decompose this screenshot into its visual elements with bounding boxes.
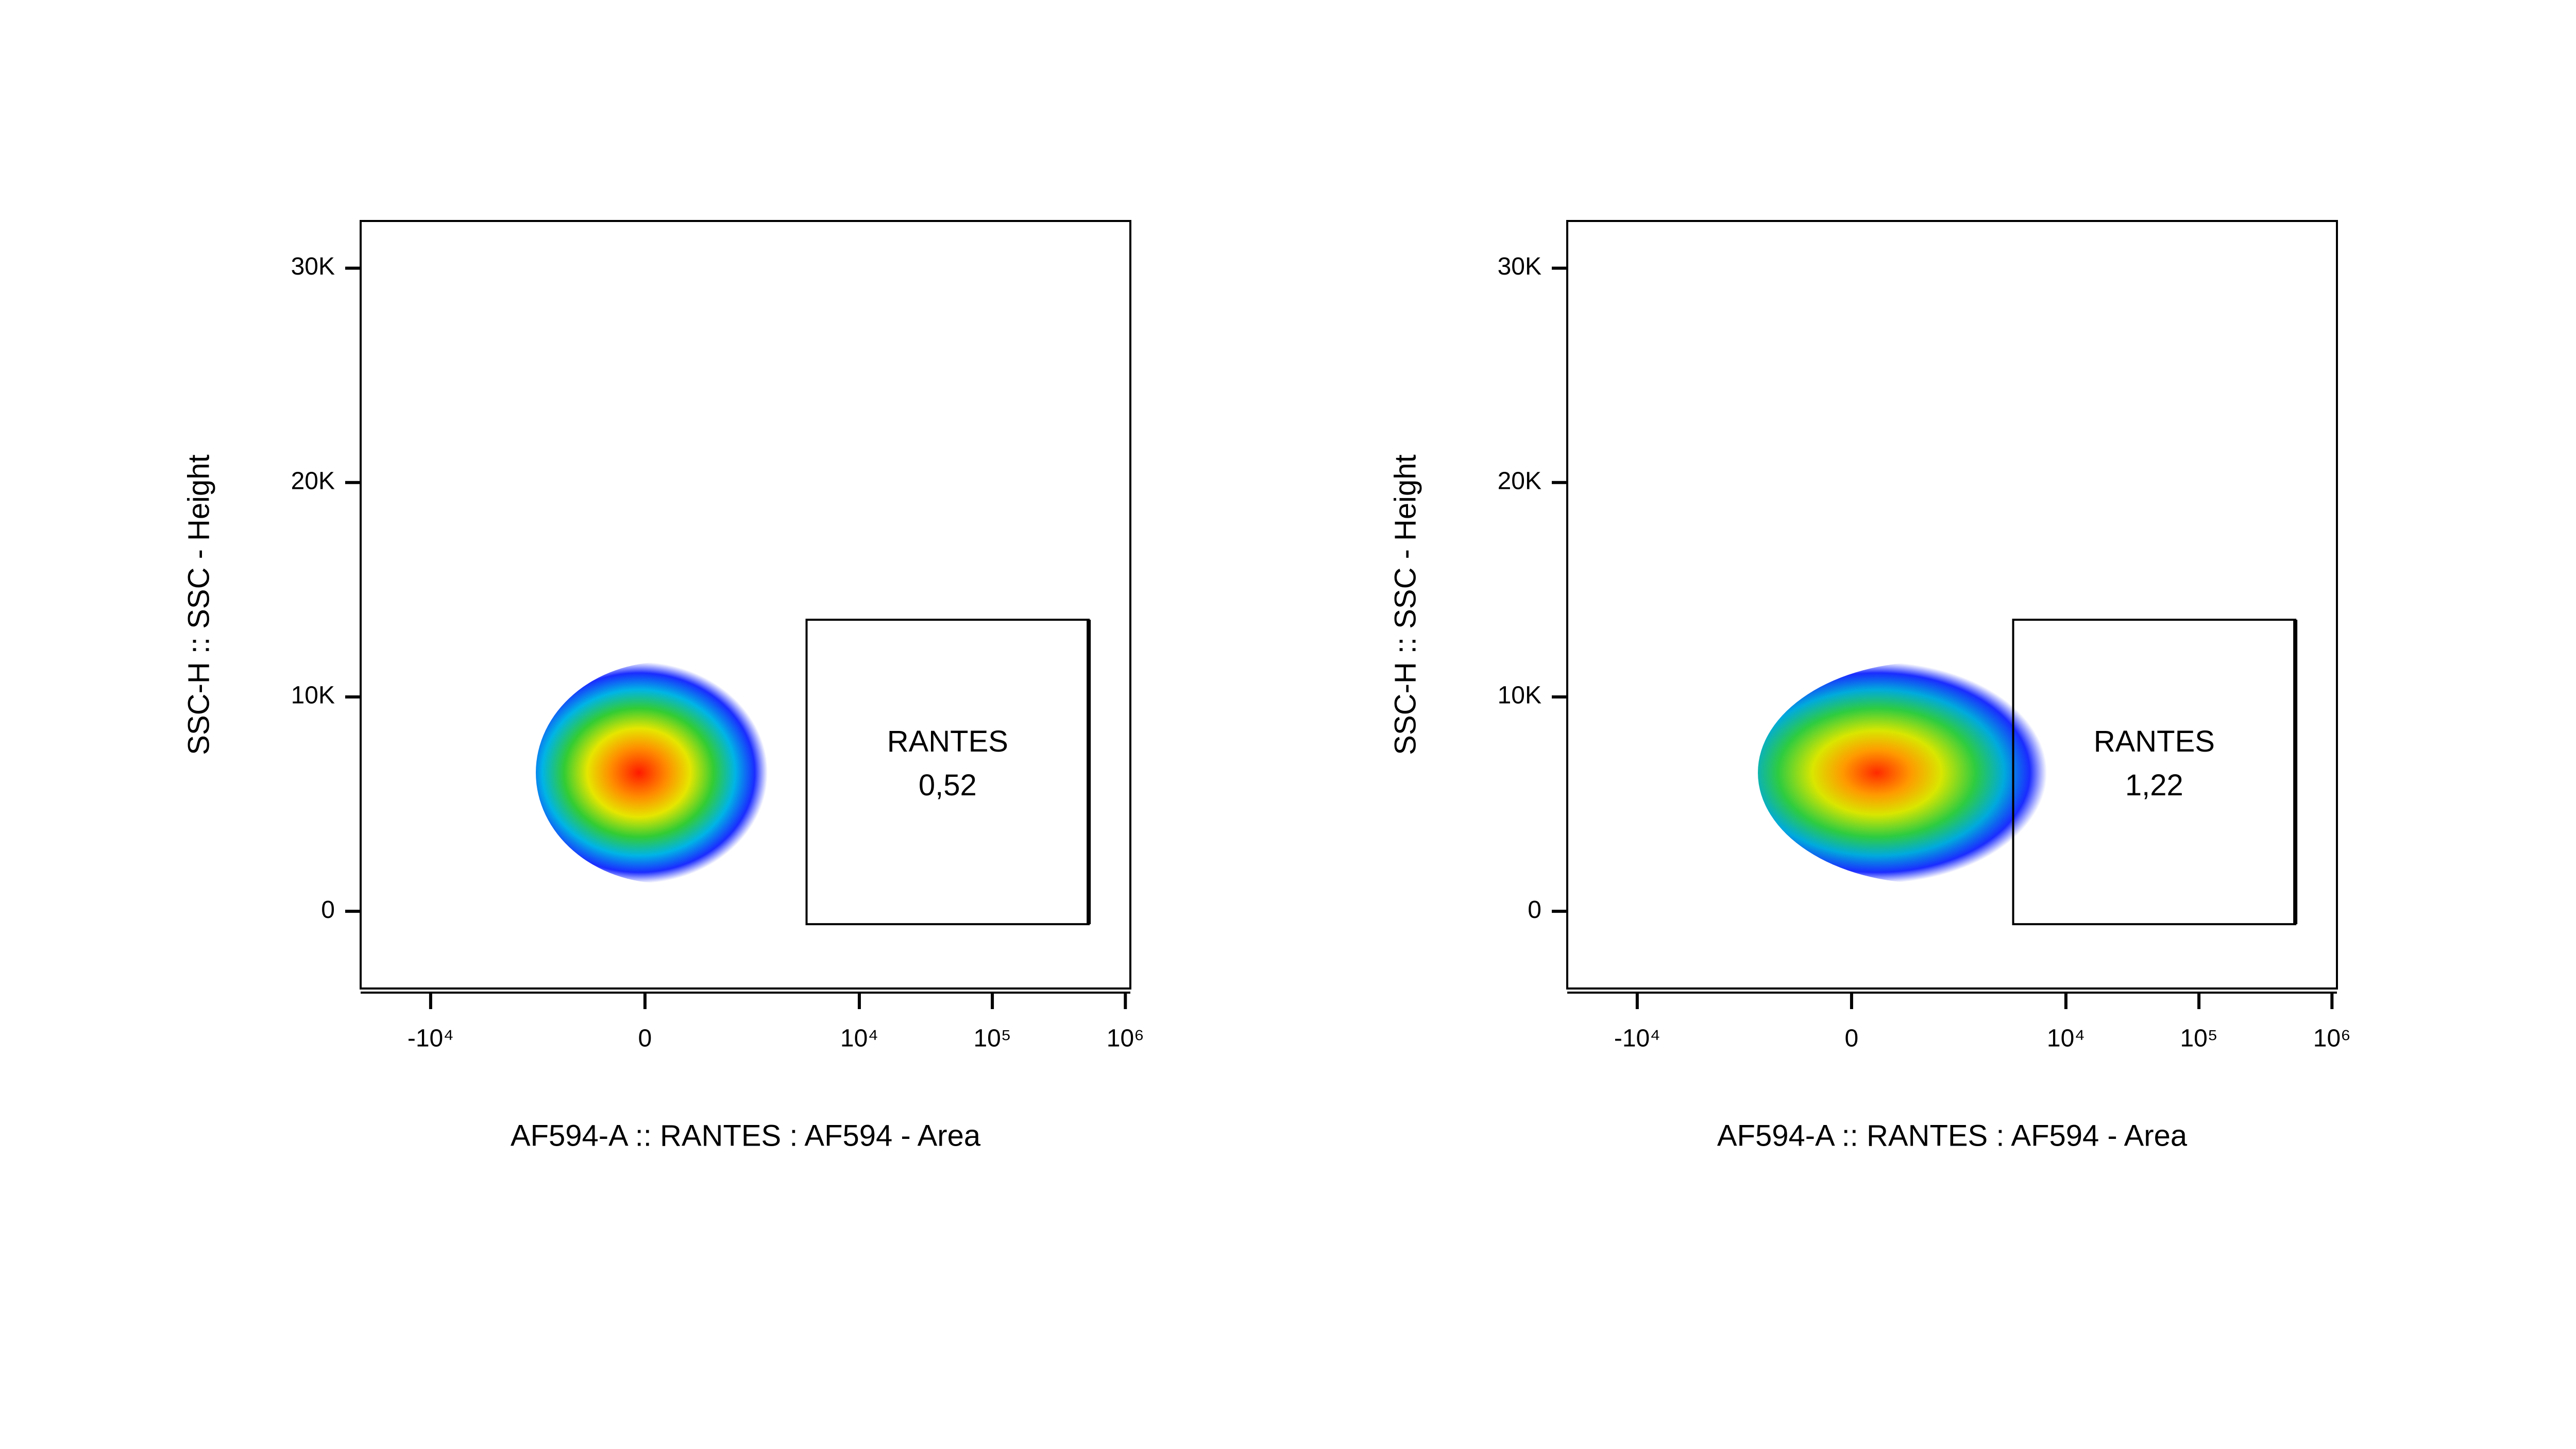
plot-frame [1566,220,2338,990]
x-tick-label: 0 [638,1025,652,1052]
y-tick-label: 20K [1498,467,1541,495]
gate-value: 0,52 [919,769,977,802]
x-axis-title: AF594-A :: RANTES : AF594 - Area [1717,1119,2188,1152]
plot-frame [360,220,1131,990]
x-tick-label: -10⁴ [1614,1025,1660,1052]
x-tick-label: 10⁵ [2180,1025,2217,1052]
density-cloud [1758,662,2098,883]
y-axis-title: SSC-H :: SSC - Height [1388,454,1422,755]
y-tick-label: 20K [291,467,335,495]
gate-name: RANTES [887,725,1008,758]
x-tick-label: 10⁵ [973,1025,1011,1052]
density-cloud [536,662,793,883]
x-axis-title: AF594-A :: RANTES : AF594 - Area [511,1119,981,1152]
gate-value: 1,22 [2125,769,2183,802]
y-tick-label: 30K [1498,253,1541,280]
y-tick-label: 10K [291,682,335,709]
y-tick-label: 30K [291,253,335,280]
y-tick-label: 0 [321,896,335,924]
x-tick-label: 10⁶ [1107,1025,1144,1052]
x-tick-label: 10⁶ [2313,1025,2351,1052]
y-axis-title: SSC-H :: SSC - Height [182,454,215,755]
y-tick-label: 10K [1498,682,1541,709]
x-tick-label: 10⁴ [840,1025,878,1052]
x-tick-label: 10⁴ [2047,1025,2085,1052]
y-tick-label: 0 [1528,896,1541,924]
x-tick-label: -10⁴ [408,1025,454,1052]
x-tick-label: 0 [1845,1025,1859,1052]
gate-name: RANTES [2094,725,2215,758]
